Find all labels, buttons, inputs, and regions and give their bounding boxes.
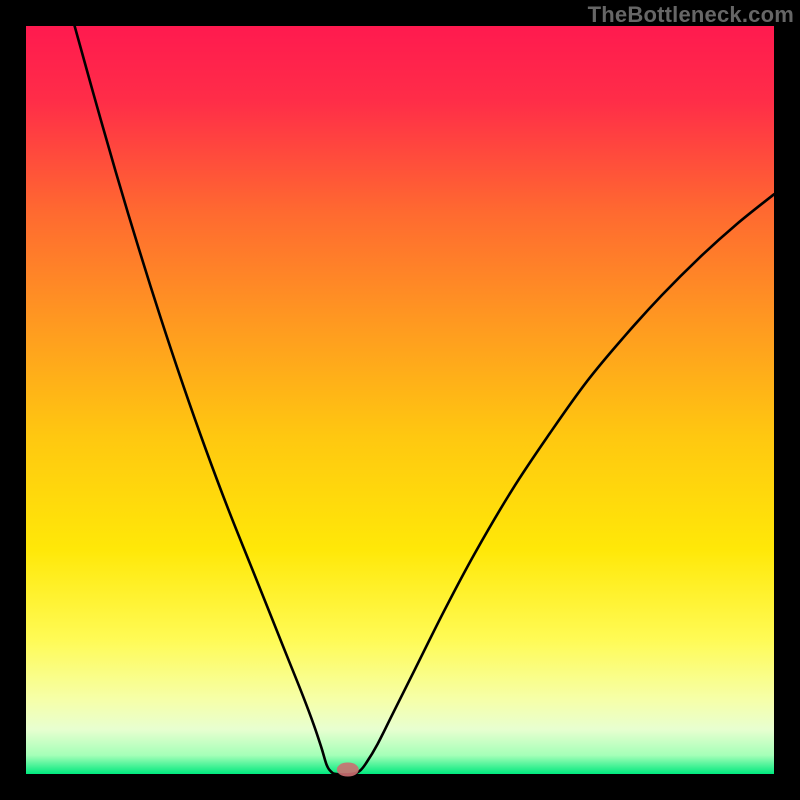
- bottleneck-chart: TheBottleneck.com: [0, 0, 800, 800]
- bottleneck-curve: [75, 26, 774, 774]
- watermark-text: TheBottleneck.com: [588, 2, 794, 28]
- curve-layer: [26, 26, 774, 774]
- optimal-marker: [336, 762, 358, 777]
- plot-area: [26, 26, 774, 774]
